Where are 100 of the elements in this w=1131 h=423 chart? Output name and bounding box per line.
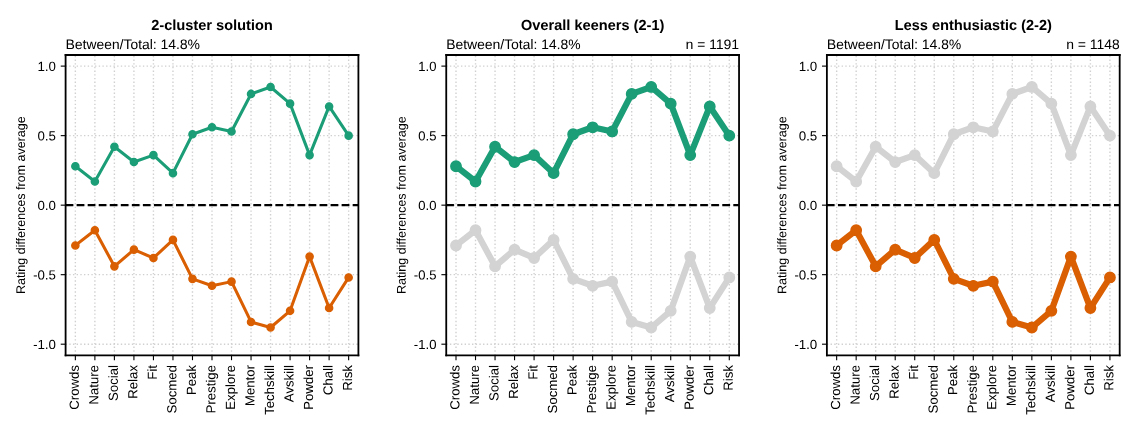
- x-tick-label: Explore: [986, 365, 999, 409]
- point: [889, 156, 902, 168]
- x-tick-label: Prestige: [586, 365, 599, 413]
- point: [606, 275, 619, 288]
- x-tick-label: Fit: [908, 365, 919, 379]
- y-tick-label: -0.5: [795, 270, 817, 280]
- point: [908, 149, 921, 162]
- point: [188, 129, 197, 139]
- point: [246, 89, 256, 99]
- point: [129, 157, 139, 167]
- chart-title: Overall keeners (2-1): [521, 19, 664, 34]
- x-tick-label: Chall: [703, 365, 714, 395]
- point: [508, 243, 521, 256]
- x-tick-label: Explore: [225, 365, 238, 409]
- point: [1045, 304, 1058, 317]
- point: [168, 235, 178, 245]
- point: [508, 156, 521, 168]
- point: [266, 323, 275, 332]
- point: [967, 279, 980, 292]
- point: [664, 304, 677, 317]
- point: [645, 321, 658, 334]
- point: [489, 260, 501, 273]
- text: Between/Total: 14.8%: [66, 39, 200, 50]
- point: [986, 125, 999, 138]
- point: [90, 177, 100, 186]
- x-tick-label: Social: [869, 365, 880, 401]
- point: [188, 274, 197, 284]
- x-tick-label: Mentor: [1006, 365, 1016, 406]
- point: [850, 175, 863, 188]
- point: [586, 121, 599, 134]
- point: [324, 102, 334, 111]
- y-tick-label: -1.0: [414, 339, 437, 350]
- x-tick-label: Powder: [303, 365, 314, 409]
- y-tick-label: 1.0: [38, 61, 56, 72]
- point: [830, 239, 843, 252]
- x-tick-label: Chall: [322, 365, 333, 395]
- point: [1104, 271, 1116, 284]
- point: [450, 239, 462, 252]
- point: [625, 88, 638, 100]
- point: [90, 225, 100, 235]
- y-tick-label: 0.0: [38, 200, 56, 211]
- x-tick-label: Crowds: [830, 365, 841, 410]
- point: [567, 128, 580, 141]
- x-tick-label: Relax: [127, 365, 138, 398]
- point: [110, 142, 119, 152]
- chart-title: 2-cluster solution: [151, 19, 272, 31]
- x-tick-label: Peak: [947, 365, 958, 395]
- x-tick-label: Social: [488, 365, 499, 401]
- point: [889, 243, 902, 256]
- x-tick-label: Chall: [1084, 365, 1094, 395]
- point: [947, 272, 960, 285]
- point: [908, 252, 921, 264]
- point: [606, 125, 619, 138]
- x-tick-label: Crowds: [449, 365, 460, 410]
- point: [227, 127, 236, 136]
- y-tick-label: 1.0: [799, 61, 817, 72]
- point: [830, 160, 843, 173]
- y-tick-label: -1.0: [795, 339, 817, 350]
- x-tick-label: Avskill: [1045, 365, 1055, 403]
- point: [71, 241, 80, 250]
- x-tick-label: Fit: [147, 365, 157, 379]
- point: [547, 167, 560, 180]
- x-tick-label: Risk: [723, 365, 733, 390]
- point: [149, 150, 158, 160]
- point: [305, 252, 314, 261]
- x-tick-label: Nature: [850, 365, 860, 404]
- point: [869, 260, 882, 273]
- point: [947, 128, 960, 141]
- x-tick-label: Techskill: [645, 365, 655, 415]
- x-tick-label: Techskill: [1025, 365, 1036, 415]
- x-tick-label: Socmed: [547, 365, 558, 413]
- y-tick-label: 0.5: [418, 131, 436, 141]
- x-tick-label: Risk: [1103, 365, 1114, 390]
- x-tick-label: Risk: [342, 365, 353, 390]
- point: [1104, 129, 1116, 142]
- point: [285, 99, 295, 108]
- x-tick-label: Explore: [606, 365, 619, 409]
- point: [469, 175, 482, 188]
- x-tick-label: Relax: [508, 365, 519, 398]
- x-tick-label: Peak: [566, 365, 577, 395]
- y-tick-label: 0.0: [799, 200, 817, 211]
- y-axis-title: Rating differences from average: [777, 116, 789, 293]
- x-tick-label: Avskill: [283, 365, 294, 403]
- point: [528, 252, 540, 264]
- x-tick-label: Fit: [527, 365, 538, 379]
- point: [450, 160, 462, 173]
- point: [305, 150, 314, 160]
- point: [71, 161, 80, 171]
- x-tick-label: Powder: [1064, 365, 1075, 409]
- text: n = 1191: [686, 39, 739, 50]
- y-tick-label: 1.0: [419, 61, 437, 72]
- x-tick-label: Socmed: [166, 365, 177, 413]
- x-tick-label: Nature: [89, 365, 99, 404]
- y-tick-label: 0.5: [38, 131, 56, 141]
- point: [1006, 88, 1019, 100]
- x-tick-label: Prestige: [205, 365, 219, 413]
- point: [723, 129, 736, 142]
- point: [567, 272, 580, 285]
- point: [227, 277, 236, 286]
- text: Between/Total: 14.8%: [828, 39, 961, 50]
